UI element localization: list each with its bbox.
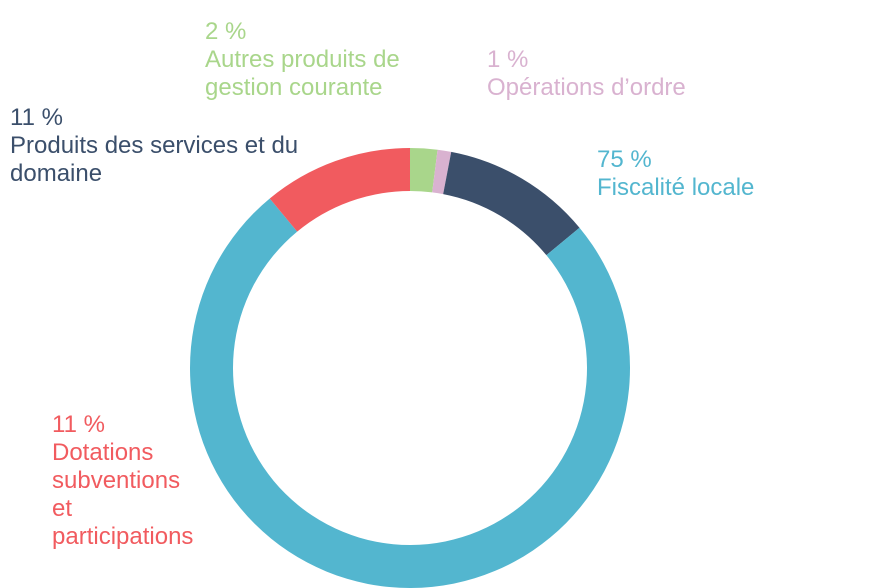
category-label: Fiscalité locale [597, 174, 755, 201]
donut-segment [269, 148, 410, 232]
category-label: Autres produits de gestion courante [205, 46, 400, 101]
segment-label: 11 % Produits des services et du domaine [10, 104, 340, 188]
donut-segment [432, 149, 452, 195]
category-label: Dotations subventions et participations [52, 439, 194, 550]
value-label: 75 % [597, 146, 652, 173]
value-label: 1 % [487, 46, 529, 73]
value-label: 11 % [52, 411, 105, 438]
segment-label: 75 % Fiscalité locale [597, 146, 890, 202]
category-label: Opérations d’ordre [487, 74, 686, 101]
segment-label: 1 % Opérations d’ordre [487, 46, 757, 102]
value-label: 11 % [10, 104, 63, 131]
donut-segment [410, 148, 438, 193]
donut-segment [189, 198, 630, 588]
donut-segment [443, 151, 580, 256]
segment-label: 2 % Autres produits de gestion courante [205, 18, 467, 102]
category-label: Produits des services et du domaine [10, 132, 299, 187]
value-label: 2 % [205, 18, 247, 45]
segment-label: 11 % Dotations subventions et participati… [52, 411, 194, 551]
